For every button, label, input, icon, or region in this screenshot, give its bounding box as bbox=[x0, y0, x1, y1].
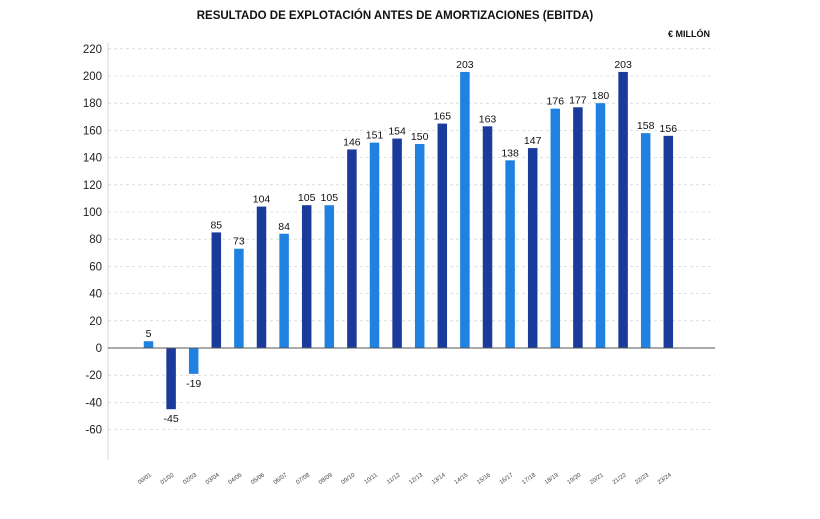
bar bbox=[663, 135, 674, 348]
bar bbox=[211, 232, 222, 348]
x-tick-label: 10/11 bbox=[364, 472, 380, 486]
bar bbox=[166, 348, 176, 410]
data-label: 104 bbox=[253, 194, 271, 206]
data-label: 203 bbox=[614, 59, 632, 71]
bar bbox=[618, 71, 628, 349]
data-label: 84 bbox=[278, 221, 290, 233]
x-tick-label: 11/12 bbox=[386, 472, 402, 486]
x-tick-label: 07/08 bbox=[295, 472, 311, 486]
x-tick-label: 13/14 bbox=[431, 472, 447, 486]
unit-label: € MILLÓN bbox=[668, 29, 710, 39]
x-tick-label: 04/05 bbox=[228, 472, 244, 486]
data-label: 203 bbox=[456, 59, 474, 71]
y-tick-label: -60 bbox=[85, 425, 102, 437]
data-label: 154 bbox=[388, 126, 406, 138]
bar bbox=[143, 341, 154, 348]
data-label: 156 bbox=[660, 123, 678, 135]
x-tick-label: 08/09 bbox=[318, 472, 334, 486]
y-tick-label: 40 bbox=[89, 289, 102, 301]
y-tick-label: 100 bbox=[83, 207, 102, 219]
data-label: 146 bbox=[343, 136, 361, 148]
x-tick-label: 03/04 bbox=[205, 472, 221, 486]
bar bbox=[505, 160, 515, 348]
data-label: 176 bbox=[547, 96, 565, 108]
bar bbox=[640, 133, 651, 348]
data-label: 138 bbox=[501, 147, 519, 159]
y-tick-label: 160 bbox=[83, 125, 102, 137]
data-label: -19 bbox=[186, 378, 201, 390]
y-tick-label: 180 bbox=[83, 98, 102, 110]
data-label: 73 bbox=[233, 236, 245, 248]
bar bbox=[460, 71, 470, 349]
data-label: 158 bbox=[637, 120, 655, 132]
x-tick-label: 12/13 bbox=[408, 472, 424, 486]
data-label: 147 bbox=[524, 135, 542, 147]
bar bbox=[437, 123, 448, 348]
bar bbox=[188, 348, 199, 374]
x-tick-label: 19/20 bbox=[567, 472, 583, 486]
x-tick-label: 16/17 bbox=[499, 472, 515, 486]
chart-title: RESULTADO DE EXPLOTACIÓN ANTES DE AMORTI… bbox=[196, 10, 594, 22]
bar bbox=[234, 248, 244, 348]
data-label: 105 bbox=[298, 192, 316, 204]
bar bbox=[414, 144, 425, 348]
data-label: 151 bbox=[366, 130, 384, 142]
bar bbox=[256, 206, 267, 348]
x-tick-label: 06/07 bbox=[273, 472, 289, 486]
y-tick-label: 60 bbox=[89, 261, 102, 273]
bar bbox=[324, 205, 335, 348]
bar bbox=[279, 233, 289, 348]
y-tick-label: 120 bbox=[83, 180, 102, 192]
y-tick-label: 0 bbox=[96, 343, 102, 355]
data-label: 105 bbox=[321, 192, 339, 204]
y-tick-label: 140 bbox=[83, 153, 102, 165]
x-tick-label: 15/16 bbox=[476, 472, 492, 486]
x-tick-label: 22/23 bbox=[634, 472, 650, 486]
y-tick-label: -20 bbox=[85, 370, 102, 382]
x-tick-label: 00/01 bbox=[137, 472, 153, 486]
data-label: 85 bbox=[210, 219, 222, 231]
bar bbox=[347, 149, 357, 348]
x-tick-label: 20/21 bbox=[589, 472, 605, 486]
x-tick-label: 05/06 bbox=[250, 472, 266, 486]
bar bbox=[482, 126, 493, 348]
data-label: -45 bbox=[164, 413, 179, 425]
data-label: 177 bbox=[569, 94, 587, 106]
x-tick-label: 14/15 bbox=[454, 472, 470, 486]
bar bbox=[527, 148, 538, 348]
x-tick-label: 18/19 bbox=[544, 472, 560, 486]
bar bbox=[550, 108, 561, 348]
data-label: 163 bbox=[479, 113, 497, 125]
x-tick-label: 23/24 bbox=[657, 472, 673, 486]
bar bbox=[573, 107, 583, 348]
data-label: 180 bbox=[592, 90, 610, 102]
y-tick-label: 220 bbox=[83, 44, 102, 56]
y-tick-label: 20 bbox=[89, 316, 102, 328]
x-tick-label: 01/02 bbox=[160, 472, 176, 486]
x-tick-label: 09/10 bbox=[341, 472, 357, 486]
y-tick-label: 80 bbox=[89, 234, 102, 246]
bar bbox=[595, 103, 606, 348]
data-label: 165 bbox=[434, 111, 452, 123]
data-label: 5 bbox=[146, 328, 152, 340]
bar bbox=[369, 142, 380, 348]
data-label: 150 bbox=[411, 131, 429, 143]
bar bbox=[301, 205, 312, 348]
y-tick-label: 200 bbox=[83, 71, 102, 83]
x-tick-label: 17/18 bbox=[521, 472, 537, 486]
x-tick-label: 21/22 bbox=[612, 472, 628, 486]
x-tick-label: 02/03 bbox=[182, 472, 198, 486]
bar bbox=[392, 138, 402, 348]
y-tick-label: -40 bbox=[85, 397, 102, 409]
